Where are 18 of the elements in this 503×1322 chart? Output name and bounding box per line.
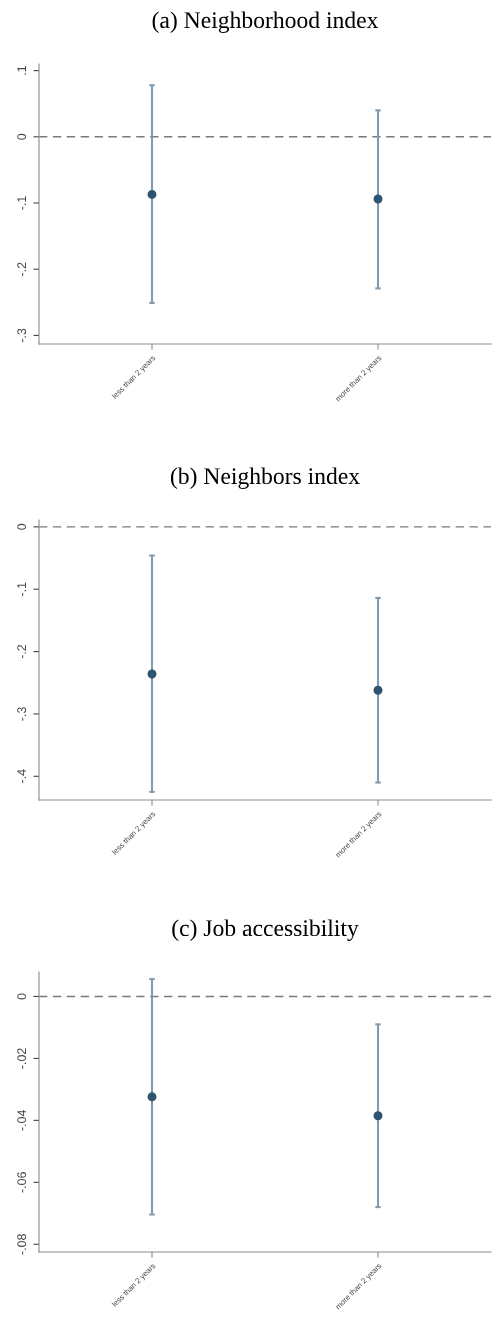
y-tick-label: 0: [17, 523, 27, 530]
chart-title: (c) Job accessibility: [172, 919, 359, 941]
y-tick-label: -.1: [17, 582, 26, 596]
y-tick-label: -.3: [17, 328, 27, 343]
y-tick-label: 0: [17, 993, 27, 1000]
y-tick-label: -.2: [17, 644, 26, 659]
y-tick-label: -.2: [17, 262, 26, 276]
y-tick-label: -.04: [17, 1109, 27, 1131]
y-tick-label: -.1: [17, 196, 26, 210]
chart-title: (b) Neighbors index: [170, 467, 360, 489]
y-tick-label: -.02: [17, 1048, 27, 1069]
y-tick-label: -.3: [17, 707, 27, 721]
y-tick-label: -.4: [17, 769, 26, 784]
y-tick-label: -.06: [17, 1172, 27, 1193]
y-tick-label: -.08: [17, 1234, 27, 1255]
y-tick-label: 0: [17, 133, 27, 140]
y-tick-label: .1: [17, 66, 26, 75]
chart-title: (a) Neighborhood index: [152, 11, 379, 33]
